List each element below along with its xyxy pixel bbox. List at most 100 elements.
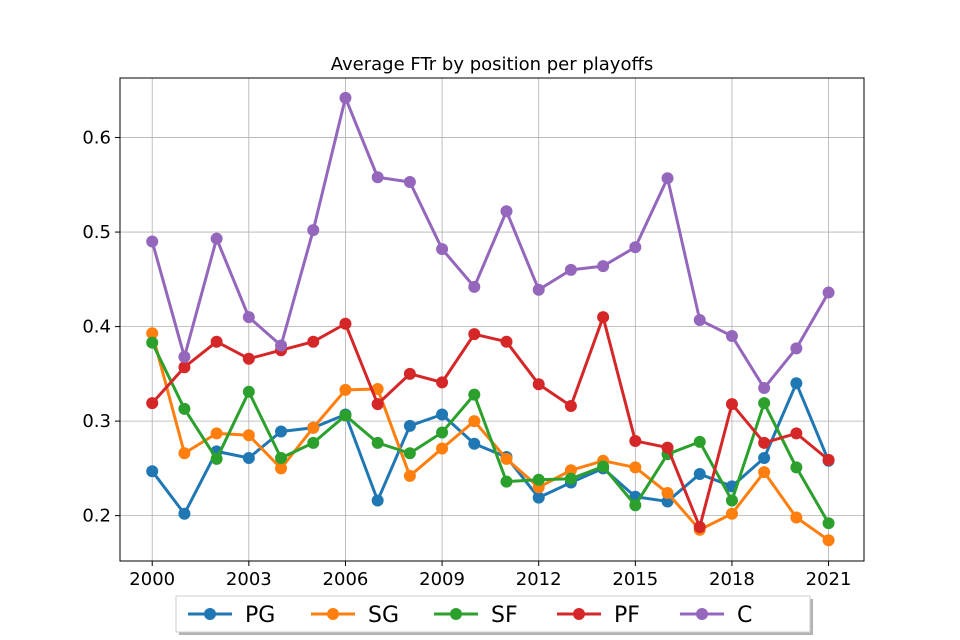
x-tick-label: 2003 xyxy=(226,569,272,590)
data-point-c xyxy=(790,342,803,355)
data-point-sf xyxy=(275,451,288,464)
data-point-sf xyxy=(371,436,384,449)
data-point-pg xyxy=(403,419,416,432)
data-point-pg xyxy=(371,494,384,507)
data-point-pf xyxy=(532,378,545,391)
data-point-sg xyxy=(275,462,288,475)
data-point-sg xyxy=(822,534,835,547)
legend-label: SG xyxy=(368,603,399,628)
data-point-sf xyxy=(725,494,738,507)
data-point-sf xyxy=(564,472,577,485)
data-point-c xyxy=(725,330,738,343)
data-point-sf xyxy=(146,336,159,349)
data-point-pf xyxy=(468,328,481,341)
data-point-pg xyxy=(178,507,191,520)
legend-label: SF xyxy=(491,603,518,628)
data-point-pf xyxy=(758,436,771,449)
data-point-c xyxy=(436,243,449,256)
x-tick-label: 2018 xyxy=(709,569,755,590)
y-tick-label: 0.3 xyxy=(82,411,111,432)
legend: PG SG SF PF C xyxy=(175,595,813,635)
legend-entry-pf: PF xyxy=(557,603,640,628)
x-tick-label: 2012 xyxy=(516,569,562,590)
data-point-sg xyxy=(661,486,674,499)
data-point-sf xyxy=(693,435,706,448)
legend-swatch-marker xyxy=(204,608,216,620)
legend-label: PF xyxy=(614,603,640,628)
data-point-pf xyxy=(307,335,320,348)
legend-swatch-marker xyxy=(450,608,462,620)
data-point-sf xyxy=(436,426,449,439)
x-tick-label: 2006 xyxy=(323,569,369,590)
data-point-sg xyxy=(210,427,223,440)
data-point-sg xyxy=(146,327,159,340)
series-line-pf xyxy=(151,315,830,529)
data-point-sf xyxy=(468,388,481,401)
data-point-sg xyxy=(500,452,513,465)
data-point-pg xyxy=(242,451,255,464)
data-point-sg xyxy=(629,461,642,474)
data-point-pf xyxy=(242,352,255,365)
x-tick-label: 2000 xyxy=(129,569,175,590)
data-point-pf xyxy=(661,441,674,454)
y-tick-label: 0.2 xyxy=(82,506,111,527)
series-lines xyxy=(146,91,835,547)
legend-swatch-marker xyxy=(696,608,708,620)
data-point-pg xyxy=(693,468,706,481)
y-tick-label: 0.4 xyxy=(82,317,111,338)
y-tick-label: 0.5 xyxy=(82,222,111,243)
data-point-c xyxy=(468,280,481,293)
data-point-pg xyxy=(468,437,481,450)
legend-entry-sg: SG xyxy=(311,603,399,628)
data-point-pf xyxy=(500,335,513,348)
data-point-pf xyxy=(822,453,835,466)
data-point-c xyxy=(275,339,288,352)
data-point-pf xyxy=(178,361,191,374)
data-point-c xyxy=(371,171,384,184)
legend-swatch-marker xyxy=(573,608,585,620)
series-line-c xyxy=(150,96,830,390)
data-point-sg xyxy=(307,421,320,434)
data-point-c xyxy=(403,175,416,188)
data-point-sg xyxy=(790,511,803,524)
legend-swatch-marker xyxy=(327,608,339,620)
data-point-sf xyxy=(597,460,610,473)
data-point-pg xyxy=(436,408,449,421)
data-point-pg xyxy=(790,377,803,390)
data-point-c xyxy=(629,241,642,254)
data-point-sg xyxy=(242,429,255,442)
x-tick-label: 2015 xyxy=(612,569,658,590)
data-point-c xyxy=(532,283,545,296)
chart-title: Average FTr by position per playoffs xyxy=(331,54,654,75)
x-tick-label: 2021 xyxy=(806,569,852,590)
y-tick-label: 0.6 xyxy=(82,128,111,149)
legend-label: C xyxy=(737,603,752,628)
data-point-sg xyxy=(178,447,191,460)
axes: 2000 2003 2006 2009 2012 2015 2018 2021 0.2 0.3 0.… xyxy=(82,128,851,590)
data-point-pf xyxy=(564,399,577,412)
plot-area-frame xyxy=(119,77,865,562)
legend-entry-pg: PG xyxy=(188,603,275,628)
data-point-sf xyxy=(629,499,642,512)
data-point-c xyxy=(178,350,191,363)
data-point-pf xyxy=(371,398,384,411)
data-point-c xyxy=(597,260,610,273)
data-point-pf xyxy=(436,376,449,389)
legend-entry-c: C xyxy=(680,603,752,628)
data-point-c xyxy=(693,313,706,326)
data-point-sg xyxy=(758,466,771,479)
grid xyxy=(120,78,864,561)
x-tick-label: 2009 xyxy=(419,569,465,590)
data-point-sf xyxy=(339,409,352,422)
data-point-c xyxy=(339,91,352,104)
data-point-pf xyxy=(146,397,159,410)
series-c xyxy=(146,91,835,395)
data-point-sf xyxy=(403,447,416,460)
legend-label: PG xyxy=(245,603,275,628)
data-point-sg xyxy=(371,382,384,395)
data-point-pf xyxy=(597,311,610,324)
data-point-c xyxy=(822,286,835,299)
data-point-c xyxy=(500,205,513,218)
data-point-pg xyxy=(532,491,545,504)
